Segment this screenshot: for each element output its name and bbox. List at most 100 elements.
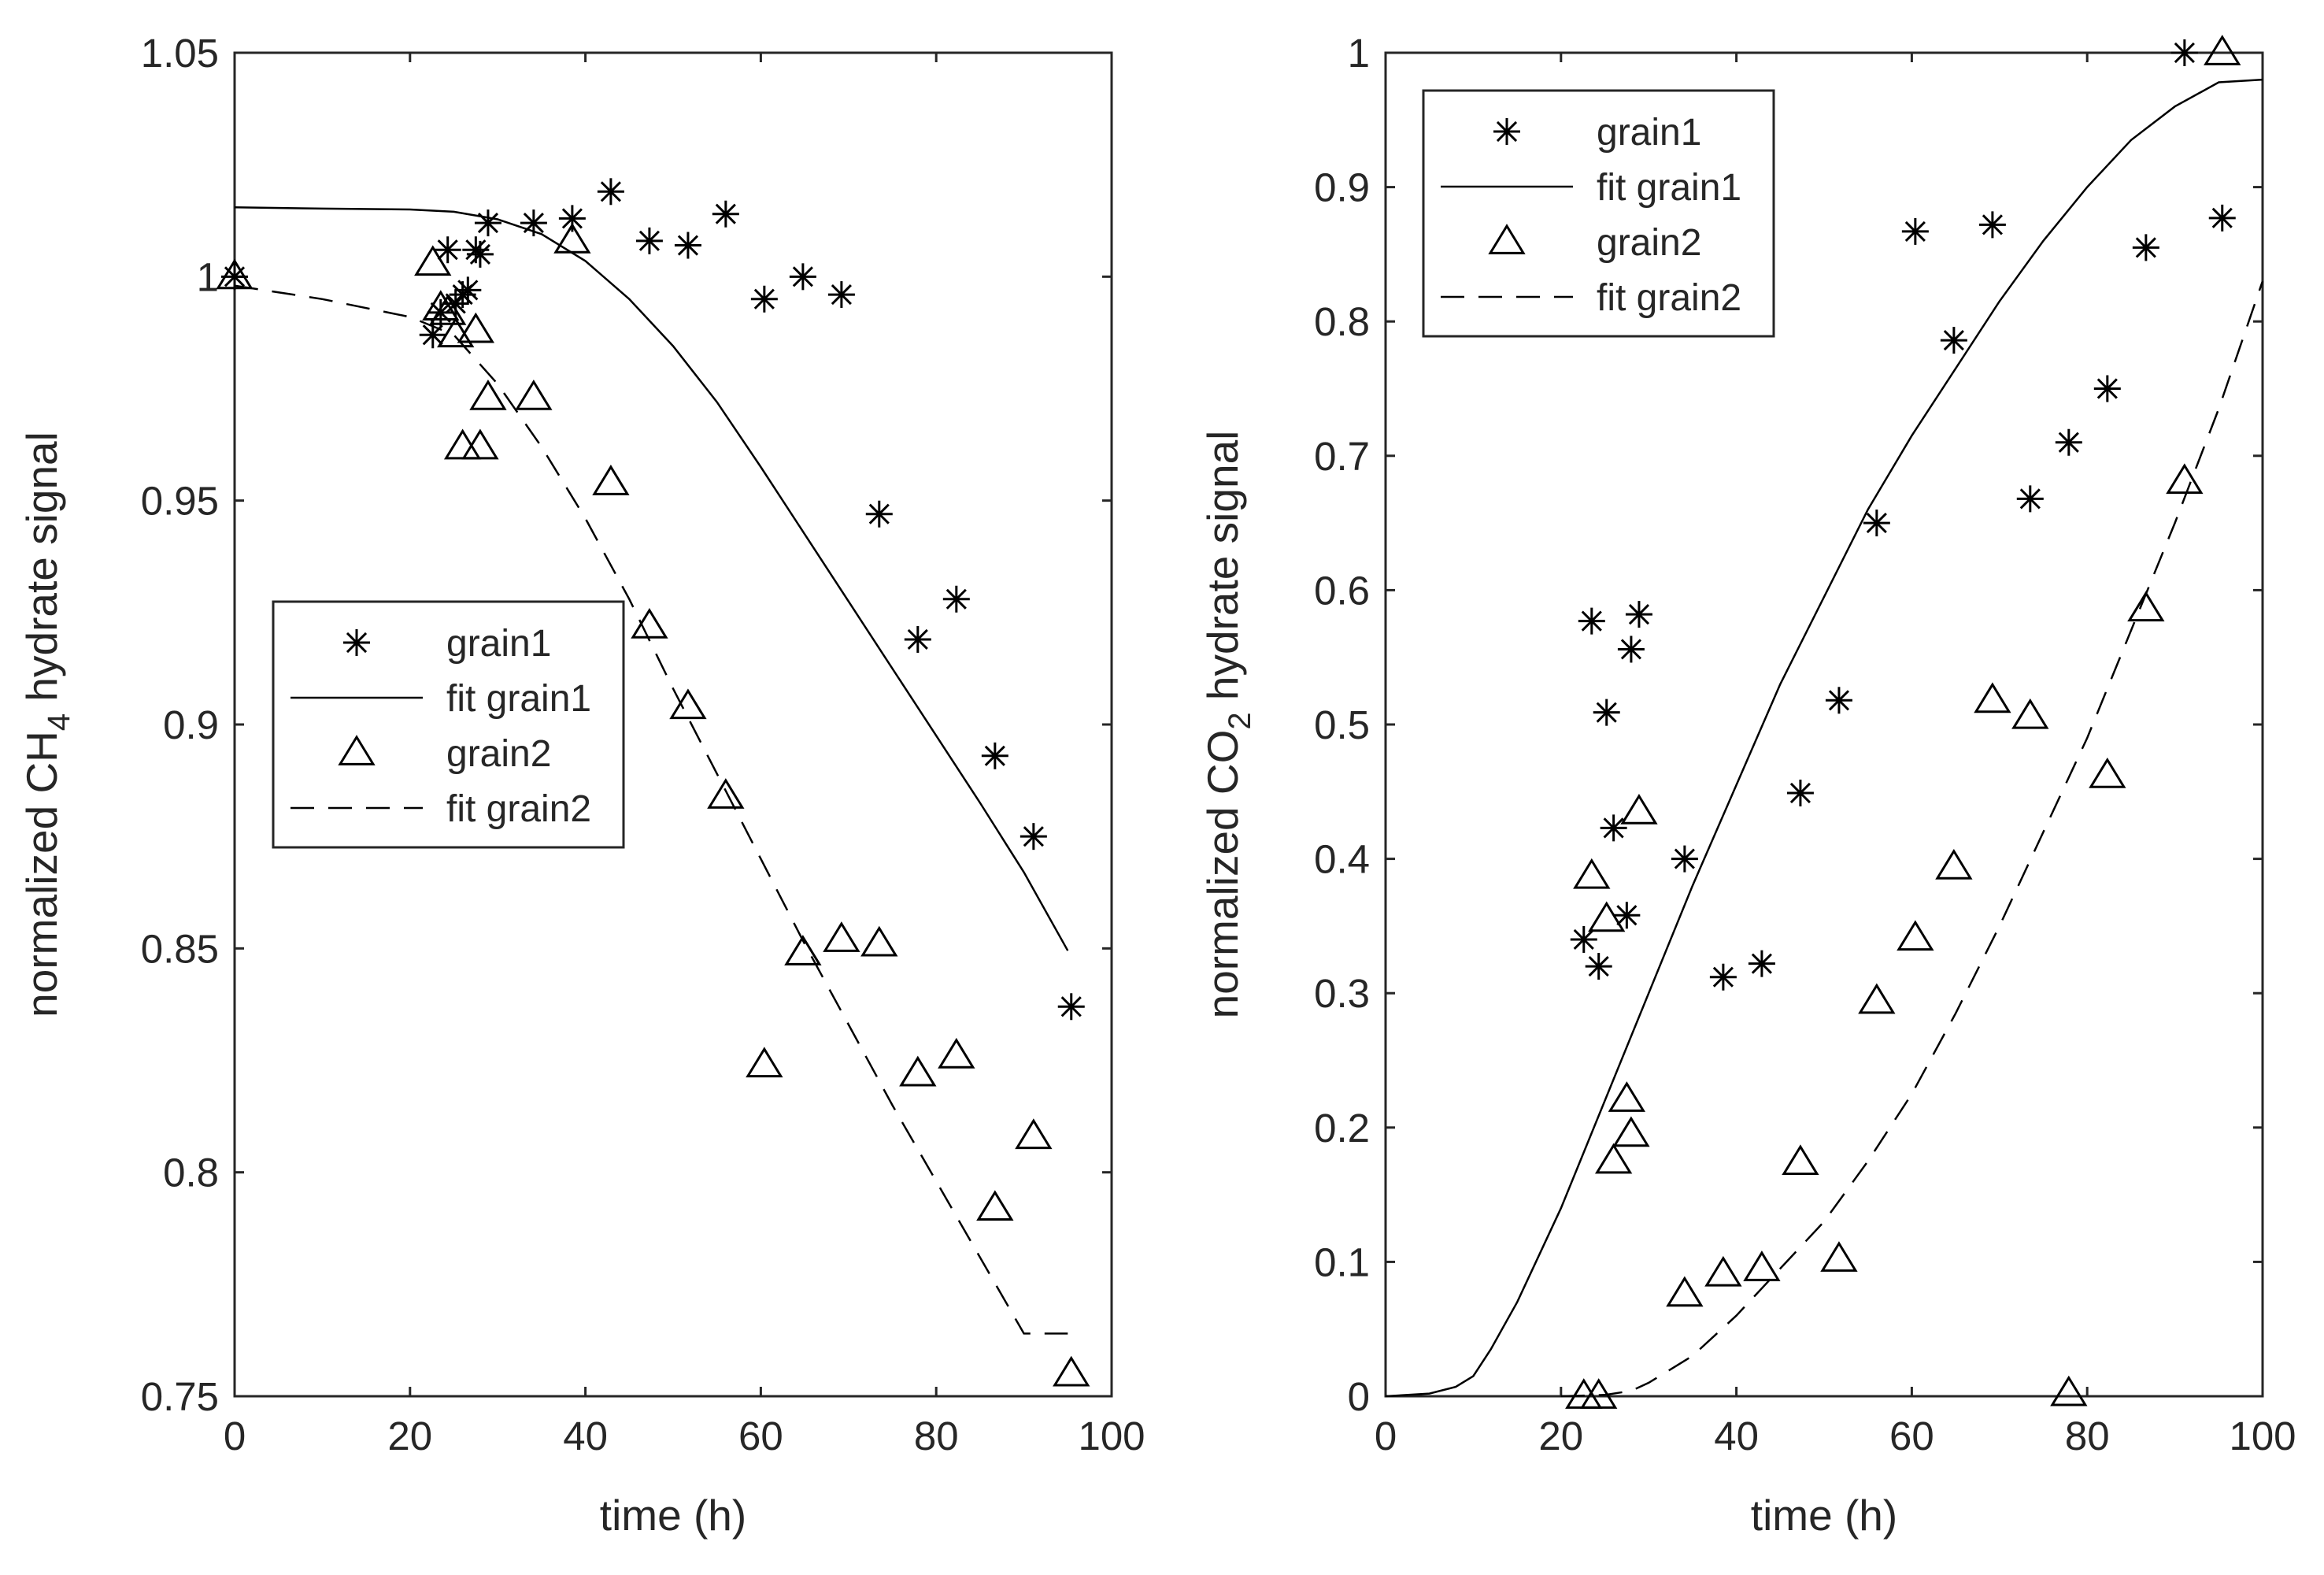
legend-asterisk-icon [1493,118,1520,145]
y-tick-label: 0.1 [1314,1240,1370,1284]
triangle-point [2089,757,2126,788]
triangle-point [1053,1355,1090,1387]
asterisk-point [2170,39,2198,66]
legend-asterisk-icon-d2 [1496,120,1518,143]
legend-box [272,600,625,849]
triangle-point [1704,1255,1742,1287]
y-axis-label-suffix: hydrate signal [1198,431,1247,713]
asterisk-point [1748,950,1775,977]
asterisk-point [712,200,739,228]
asterisk-point [466,240,494,268]
asterisk-point-d2 [907,628,928,650]
asterisk-point-d2 [1904,220,1926,242]
y-axis-label-suffix: hydrate signal [17,432,66,713]
asterisk-point-d2 [1596,702,1617,723]
asterisk-point-d2 [469,243,490,265]
legend: grain1 fit grain1 grain2 fit grain2 [272,600,625,849]
fit-line-fit-grain1 [1385,78,2263,1398]
asterisk-point-d2 [2135,237,2156,258]
legend-triangle-icon [1488,224,1526,254]
asterisk-point-d2 [1588,956,1609,977]
asterisk-point-d2 [1712,966,1734,988]
x-tick-label: 0 [1375,1414,1397,1458]
triangle-point [1820,1241,1858,1272]
triangle-point [461,428,499,460]
asterisk-point [981,742,1008,769]
asterisk-point-d2 [1620,639,1641,660]
asterisk-point-d2 [1674,848,1695,869]
series-fit-grain2 [1560,280,2264,1398]
asterisk-point [1901,217,1929,245]
asterisk-point [789,263,816,291]
triangle-point [1612,1116,1650,1147]
y-tick-label: 0.8 [1314,299,1370,344]
asterisk-point [750,285,778,313]
triangle-point [1974,682,2011,713]
triangle-point [2166,463,2204,495]
x-tick-label: 60 [738,1414,783,1458]
triangle-point [2011,698,2049,729]
asterisk-point-d2 [561,208,583,229]
asterisk-point [1786,780,1814,807]
asterisk-point-d2 [1982,214,2003,235]
series-grain2 [1565,35,2241,1409]
legend-label: grain2 [1597,222,1701,264]
asterisk-point [1585,953,1612,980]
asterisk-point [1617,636,1645,663]
triangle-point [592,465,630,495]
y-axis-label: normalized CO2 hydrate signal [1198,431,1257,1019]
asterisk-point [1613,902,1641,929]
asterisk-point-d2 [753,288,775,309]
legend-label: fit grain1 [446,678,591,720]
left-chart-ch4: 0 20 40 60 80 100 0.75 0.8 0.85 0.9 0.95 1 1.05 time … [17,31,1145,1540]
y-tick-label: 0.95 [141,479,219,524]
asterisk-point-d2 [715,203,736,224]
asterisk-point [1863,510,1890,537]
asterisk-point-d2 [1023,826,1044,847]
y-axis-label: normalized CH4 hydrate signal [17,432,76,1017]
asterisk-point-d2 [1751,953,1772,974]
legend-label: grain2 [446,733,551,775]
y-axis-label-prefix: normalized CO [1198,730,1247,1019]
asterisk-point-d2 [1943,330,1964,351]
y-axis-label-subscript: 4 [42,713,76,731]
legend-box [1422,89,1775,338]
legend-triangle-icon [338,735,376,765]
fit-line-fit-grain2 [234,284,1068,1335]
asterisk-point [1020,823,1047,850]
triangle-point [1620,794,1658,825]
x-tick-label: 80 [914,1414,959,1458]
asterisk-point [865,500,893,528]
x-tick-label: 40 [563,1414,608,1458]
fit-line-fit-grain2 [1560,280,2264,1398]
asterisk-point-d2 [600,181,621,202]
asterisk-point-d2 [1060,996,1082,1017]
x-tick-label: 20 [1538,1414,1583,1458]
asterisk-point-d2 [2211,207,2233,228]
legend-label: grain1 [446,623,551,665]
asterisk-point [597,178,624,206]
series-grain1 [1570,39,2236,991]
asterisk-point-d2 [1603,817,1624,839]
asterisk-point [558,205,586,232]
x-tick-label: 20 [387,1414,432,1458]
y-tick-label: 0.9 [163,702,219,747]
fit-line-fit-grain1 [234,206,1069,951]
series-fit-grain1 [1385,78,2263,1398]
asterisk-point [2132,234,2159,261]
y-tick-label: 0.3 [1314,971,1370,1016]
triangle-point [469,379,507,410]
asterisk-point-d2 [1581,610,1602,632]
asterisk-point-d2 [1789,782,1811,804]
triangle-point [1897,920,1934,951]
legend-label: fit grain2 [1597,277,1741,319]
asterisk-point [635,227,663,254]
triangle-point [899,1055,937,1087]
asterisk-point-d2 [2096,378,2118,399]
series-grain1 [221,178,1085,1021]
triangle-point [414,245,452,276]
asterisk-point-d2 [437,239,458,261]
right-chart-co2: 0 20 40 60 80 100 0 0.1 0.2 0.3 0.4 0.5 0.6 0.7 0.8 0.9… [1198,31,2296,1540]
legend-label: grain1 [1597,112,1701,154]
y-tick-label: 1.05 [141,31,219,76]
